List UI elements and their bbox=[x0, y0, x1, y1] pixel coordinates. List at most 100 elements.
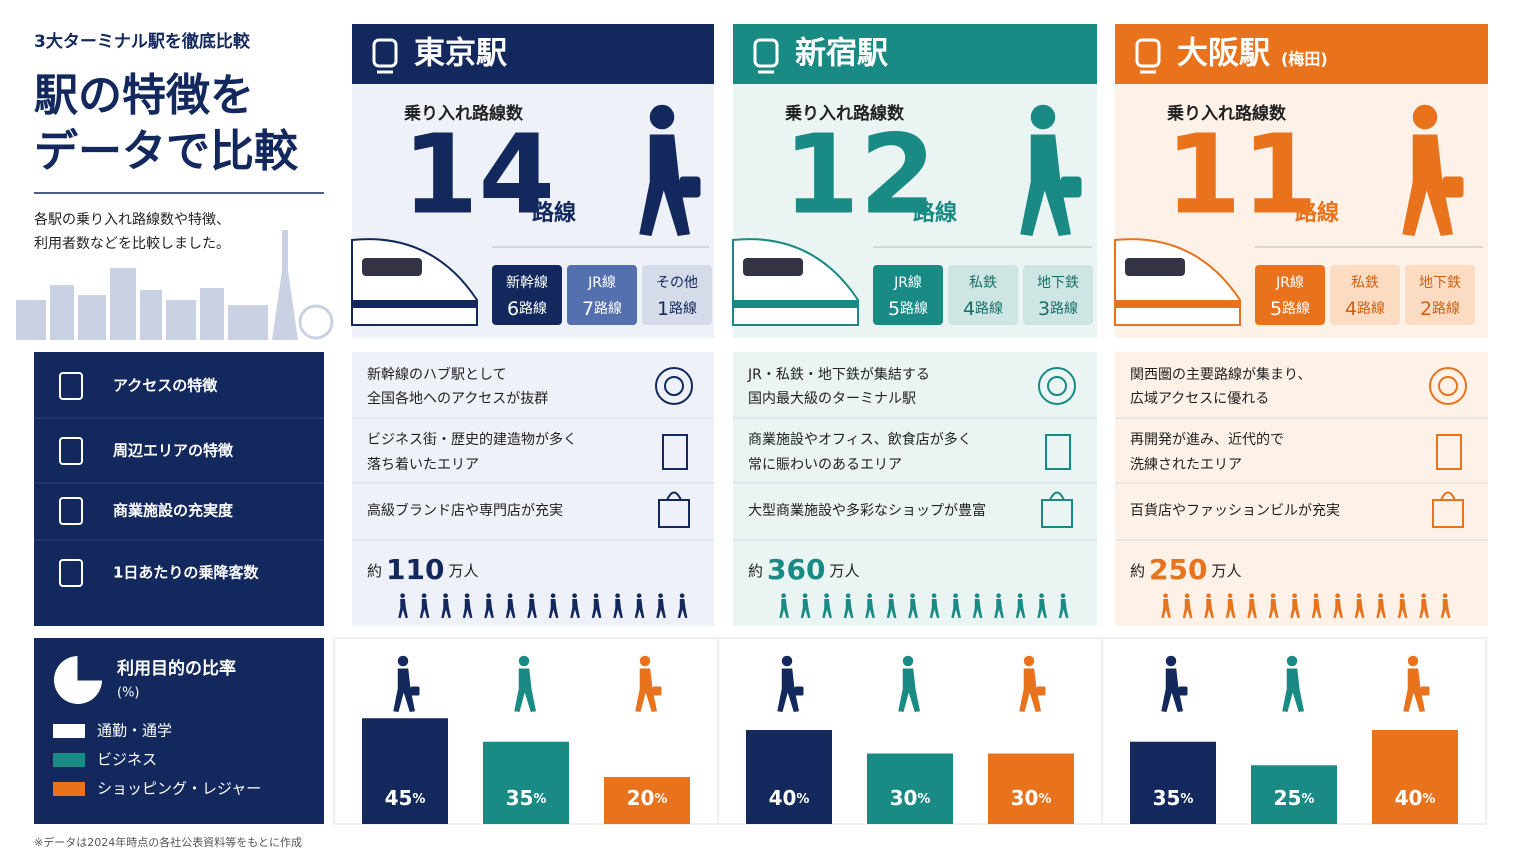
breakdown-count: 4 bbox=[1345, 298, 1357, 320]
person-icon bbox=[1247, 593, 1257, 619]
feature-label: アクセスの特徴 bbox=[113, 377, 218, 395]
person-icon bbox=[1397, 593, 1408, 619]
person-icon bbox=[1182, 593, 1193, 619]
person-icon bbox=[570, 593, 580, 619]
person-icon bbox=[951, 593, 961, 619]
purpose-percent: % bbox=[412, 792, 425, 807]
lines-unit: 路線 bbox=[1295, 200, 1339, 226]
building-icon bbox=[662, 434, 688, 470]
breakdown-unit: 路線 bbox=[975, 301, 1003, 317]
body bbox=[1247, 598, 1257, 619]
card-header bbox=[1115, 24, 1488, 84]
breakdown-unit: 路線 bbox=[1282, 301, 1310, 317]
train-illustration bbox=[351, 238, 478, 326]
body bbox=[484, 598, 494, 619]
body bbox=[951, 598, 961, 619]
person-icon bbox=[505, 593, 516, 619]
body bbox=[613, 598, 623, 619]
purpose-percent: % bbox=[1038, 792, 1051, 807]
person-icon bbox=[1161, 655, 1188, 712]
purpose-value: 30 bbox=[890, 786, 918, 810]
body bbox=[548, 598, 559, 619]
legend-title: 利用目的の比率 bbox=[117, 658, 236, 679]
head bbox=[1356, 593, 1362, 598]
purpose-percent: % bbox=[917, 792, 930, 807]
riders-unit: 万人 bbox=[1211, 562, 1241, 580]
head bbox=[931, 593, 937, 598]
person-icon bbox=[1290, 593, 1300, 619]
body bbox=[591, 598, 602, 619]
lines-unit: 路線 bbox=[532, 200, 576, 226]
breakdown-count: 6 bbox=[507, 298, 519, 320]
head bbox=[1165, 655, 1177, 667]
riders-unit: 万人 bbox=[448, 562, 478, 580]
person-icon bbox=[548, 593, 559, 619]
person-icon bbox=[1015, 593, 1026, 619]
body bbox=[398, 598, 408, 619]
person-icon bbox=[1020, 104, 1082, 236]
person-icon bbox=[777, 655, 804, 712]
access-icon-inner bbox=[1438, 376, 1458, 396]
purpose-percent: % bbox=[654, 792, 667, 807]
head bbox=[572, 593, 577, 598]
person-icon bbox=[1204, 593, 1214, 619]
access-icon bbox=[1038, 367, 1076, 405]
access-line: 全国各地へのアクセスが抜群 bbox=[367, 390, 548, 407]
purpose-bar bbox=[867, 753, 953, 824]
person-icon bbox=[1282, 655, 1304, 712]
breakdown-box bbox=[567, 265, 637, 325]
body bbox=[1397, 598, 1408, 619]
person-icon bbox=[419, 593, 430, 619]
head bbox=[953, 593, 958, 598]
body bbox=[677, 598, 688, 619]
head bbox=[1407, 655, 1419, 667]
body bbox=[639, 134, 690, 236]
person-icon bbox=[613, 593, 623, 619]
bag bbox=[1060, 176, 1082, 198]
station-note: (梅田) bbox=[1281, 50, 1328, 69]
body bbox=[972, 598, 983, 619]
station-name: 新宿駅 bbox=[795, 36, 888, 72]
head bbox=[996, 593, 1001, 598]
head bbox=[824, 593, 829, 598]
body bbox=[1376, 598, 1386, 619]
purpose-bar bbox=[1372, 730, 1458, 824]
head bbox=[1286, 655, 1298, 667]
riders-value: 360 bbox=[767, 553, 825, 586]
access-icon bbox=[655, 367, 693, 405]
lines-count: 12 bbox=[783, 110, 936, 238]
commercial-text: 高級ブランド店や専門店が充実 bbox=[367, 502, 563, 519]
breakdown-unit: 路線 bbox=[594, 301, 622, 317]
bag bbox=[679, 176, 701, 198]
area-line: 常に賑わいのあるエリア bbox=[748, 457, 902, 473]
body bbox=[1402, 134, 1453, 236]
person-icon bbox=[1161, 593, 1171, 619]
breakdown-value: 5路線 bbox=[888, 298, 928, 320]
riders-value: 250 bbox=[1149, 553, 1207, 586]
train-icon bbox=[753, 38, 779, 74]
head bbox=[615, 593, 620, 598]
breakdown-label: その他 bbox=[656, 275, 698, 291]
lines-unit: 路線 bbox=[913, 200, 957, 226]
riders-unit: 万人 bbox=[829, 562, 859, 580]
legend-name: ビジネス bbox=[97, 751, 157, 769]
area-line: 再開発が進み、近代的で bbox=[1130, 432, 1284, 448]
breakdown-label: 新幹線 bbox=[506, 274, 548, 291]
person-icon bbox=[822, 593, 832, 619]
body bbox=[929, 598, 940, 619]
bag bbox=[794, 686, 804, 696]
body bbox=[908, 598, 918, 619]
breakdown-unit: 路線 bbox=[1357, 301, 1385, 317]
area-line: 落ち着いたエリア bbox=[367, 457, 479, 473]
body bbox=[462, 598, 473, 619]
breakdown-value: 4路線 bbox=[963, 298, 1003, 320]
head bbox=[1335, 593, 1340, 598]
riders: 約 110 万人 bbox=[367, 553, 478, 586]
breakdown-value: 2路線 bbox=[1420, 298, 1460, 320]
train-window bbox=[1125, 258, 1185, 276]
feature-label: 周辺エリアの特徴 bbox=[113, 442, 234, 460]
breakdown-label: JR線 bbox=[893, 275, 922, 291]
access-line: 広域アクセスに優れる bbox=[1130, 391, 1269, 407]
area-line: ビジネス街・歴史的建造物が多く bbox=[367, 431, 577, 448]
person-icon bbox=[634, 593, 645, 619]
